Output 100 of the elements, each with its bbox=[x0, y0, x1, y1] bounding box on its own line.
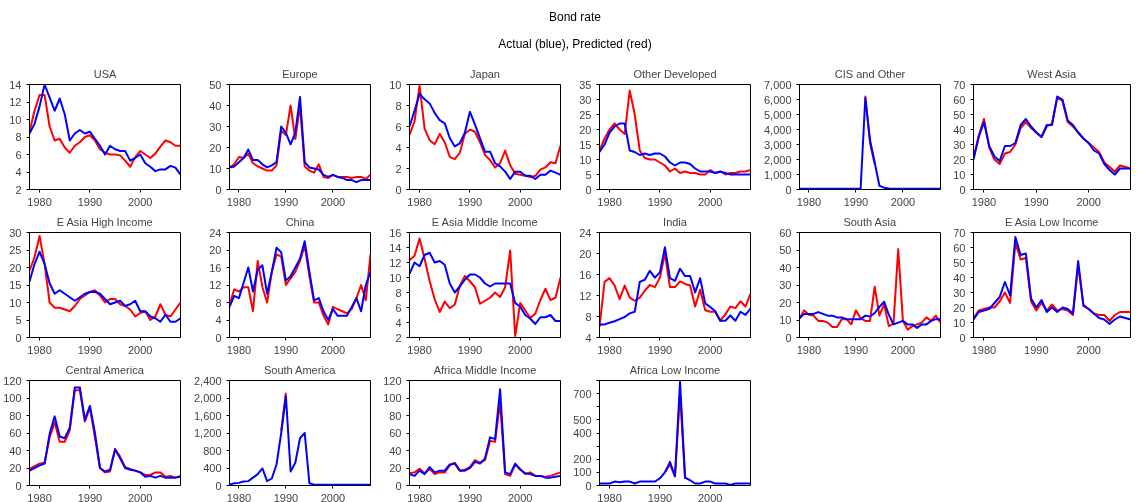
y-tick-label: 24 bbox=[209, 226, 222, 239]
y-tick-label: 100 bbox=[3, 392, 22, 404]
chart-title: Japan bbox=[470, 67, 500, 80]
x-tick-label: 1990 bbox=[77, 195, 103, 208]
x-tick-label: 1980 bbox=[597, 343, 622, 356]
y-tick-label: 40 bbox=[9, 444, 22, 457]
y-tick-label: 3,000 bbox=[763, 138, 792, 151]
x-tick-label: 2000 bbox=[1076, 343, 1101, 356]
x-tick-label: 2000 bbox=[698, 195, 723, 208]
y-tick-label: 12 bbox=[9, 96, 22, 108]
y-tick-label: 0 bbox=[585, 183, 592, 196]
text: Bond rate bbox=[547, 9, 602, 26]
y-tick-label: 50 bbox=[779, 244, 792, 256]
x-tick-label: 1980 bbox=[27, 343, 52, 356]
y-tick-label: 8 bbox=[15, 131, 22, 143]
y-tick-label: 40 bbox=[953, 123, 966, 136]
y-tick-label: 5 bbox=[15, 314, 22, 326]
y-tick-label: 1,000 bbox=[763, 168, 792, 181]
y-tick-label: 1,600 bbox=[193, 409, 222, 422]
x-tick-label: 2000 bbox=[128, 343, 153, 356]
y-tick-label: 12 bbox=[209, 279, 222, 291]
y-tick-label: 2 bbox=[395, 331, 402, 344]
x-tick-label: 1990 bbox=[273, 491, 299, 502]
y-tick-label: 60 bbox=[953, 93, 966, 106]
x-tick-label: 1990 bbox=[77, 491, 103, 502]
y-tick-label: 0 bbox=[215, 479, 222, 492]
y-tick-label: 0 bbox=[215, 183, 222, 196]
y-tick-label: 2,000 bbox=[193, 392, 222, 404]
y-tick-label: 0 bbox=[959, 331, 966, 344]
x-tick-label: 2000 bbox=[128, 491, 153, 502]
y-tick-label: 2,400 bbox=[193, 374, 222, 387]
y-tick-label: 14 bbox=[389, 241, 402, 254]
y-tick-label: 8 bbox=[395, 99, 402, 112]
y-tick-label: 0 bbox=[785, 331, 792, 344]
y-tick-label: 0 bbox=[395, 183, 402, 196]
y-tick-label: 120 bbox=[383, 374, 402, 387]
y-tick-label: 35 bbox=[579, 78, 592, 91]
y-tick-label: 50 bbox=[209, 78, 222, 91]
y-tick-label: 20 bbox=[9, 261, 22, 274]
y-tick-label: 10 bbox=[953, 168, 966, 181]
y-tick-label: 12 bbox=[579, 289, 592, 302]
y-tick-label: 12 bbox=[389, 256, 402, 269]
y-tick-label: 100 bbox=[573, 466, 592, 479]
x-tick-label: 1980 bbox=[407, 343, 432, 356]
y-tick-label: 30 bbox=[953, 286, 966, 299]
chart-title: South America bbox=[263, 363, 337, 376]
y-tick-label: 20 bbox=[389, 462, 402, 474]
chart-title: USA bbox=[93, 67, 117, 80]
x-tick-label: 1980 bbox=[27, 195, 52, 208]
y-tick-label: 30 bbox=[579, 93, 592, 106]
chart-title: Europe bbox=[282, 67, 318, 80]
y-tick-label: 15 bbox=[579, 138, 592, 151]
chart-title: CIS and Other bbox=[834, 67, 906, 80]
chart-title: Africa Middle Income bbox=[433, 363, 537, 376]
chart-title: E Asia Low Income bbox=[1004, 215, 1099, 228]
x-tick-label: 1980 bbox=[597, 195, 622, 208]
y-tick-label: 20 bbox=[579, 247, 592, 260]
y-tick-label: 40 bbox=[953, 271, 966, 284]
y-tick-label: 16 bbox=[389, 226, 402, 239]
x-tick-label: 2000 bbox=[508, 195, 533, 208]
y-tick-label: 16 bbox=[209, 261, 222, 274]
y-tick-label: 10 bbox=[953, 316, 966, 329]
y-tick-label: 20 bbox=[953, 153, 966, 166]
y-tick-label: 6,000 bbox=[763, 93, 792, 106]
y-tick-label: 30 bbox=[9, 226, 22, 239]
y-tick-label: 2 bbox=[395, 162, 402, 175]
x-tick-label: 1980 bbox=[407, 195, 432, 208]
y-tick-label: 24 bbox=[579, 226, 592, 239]
x-tick-label: 1980 bbox=[27, 491, 52, 502]
y-tick-label: 0 bbox=[585, 479, 592, 492]
y-tick-label: 30 bbox=[209, 120, 222, 133]
x-tick-label: 1990 bbox=[647, 491, 673, 502]
y-tick-label: 60 bbox=[953, 241, 966, 254]
y-tick-label: 700 bbox=[573, 387, 592, 400]
y-tick-label: 7,000 bbox=[763, 78, 792, 91]
x-tick-label: 2000 bbox=[698, 343, 723, 356]
y-tick-label: 6 bbox=[395, 120, 402, 133]
y-tick-label: 50 bbox=[953, 256, 966, 269]
x-tick-label: 2000 bbox=[508, 343, 533, 356]
x-tick-label: 2000 bbox=[128, 195, 153, 208]
y-tick-label: 20 bbox=[779, 296, 792, 309]
y-tick-label: 20 bbox=[953, 301, 966, 314]
y-tick-label: 2 bbox=[15, 183, 22, 196]
y-tick-label: 400 bbox=[573, 427, 592, 439]
y-tick-label: 70 bbox=[953, 78, 966, 91]
y-tick-label: 14 bbox=[9, 78, 22, 91]
y-tick-label: 4 bbox=[215, 314, 222, 326]
y-tick-label: 60 bbox=[389, 427, 402, 439]
y-tick-label: 800 bbox=[203, 444, 222, 457]
y-tick-label: 40 bbox=[779, 261, 792, 274]
y-tick-label: 30 bbox=[779, 279, 792, 291]
y-tick-label: 20 bbox=[209, 244, 222, 256]
x-tick-label: 1990 bbox=[647, 343, 673, 356]
y-tick-label: 4 bbox=[395, 316, 402, 329]
x-tick-label: 1980 bbox=[597, 491, 622, 502]
y-tick-label: 10 bbox=[209, 162, 222, 175]
y-tick-label: 20 bbox=[579, 123, 592, 136]
x-tick-label: 1990 bbox=[843, 195, 869, 208]
y-tick-label: 5 bbox=[585, 168, 592, 181]
y-tick-label: 10 bbox=[389, 78, 402, 91]
